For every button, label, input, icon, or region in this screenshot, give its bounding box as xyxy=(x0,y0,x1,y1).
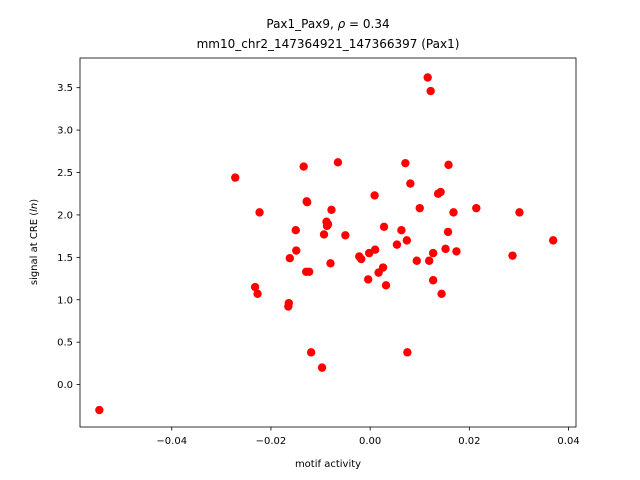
x-tick-label: −0.02 xyxy=(256,436,287,447)
data-point xyxy=(304,267,314,276)
data-point xyxy=(255,208,264,217)
plot-frame xyxy=(79,57,577,428)
data-point xyxy=(317,363,327,372)
data-point xyxy=(401,158,410,168)
data-point xyxy=(392,240,402,249)
chart-title-line1: Pax1_Pax9, ρ = 0.34 xyxy=(266,17,389,31)
y-tick-label: 0.5 xyxy=(57,338,73,349)
chart-title-prefix: Pax1_Pax9, xyxy=(266,17,337,31)
data-point xyxy=(370,245,380,254)
x-tick-label: −0.04 xyxy=(156,436,187,447)
y-tick-label: 1.0 xyxy=(57,295,73,306)
data-point xyxy=(449,208,458,217)
data-point xyxy=(423,73,432,82)
data-point xyxy=(302,198,312,207)
data-point xyxy=(306,348,316,357)
data-point xyxy=(436,187,445,197)
x-tick-label: 0.04 xyxy=(557,436,579,447)
data-point xyxy=(443,227,453,237)
data-point xyxy=(472,203,481,213)
data-point xyxy=(284,298,294,308)
x-axis-label: motif activity xyxy=(295,459,361,470)
data-point xyxy=(437,289,446,299)
data-point xyxy=(515,208,524,217)
y-axis-ticks: 0.0 0.5 1.0 1.5 2.0 2.5 3.0 3.5 xyxy=(57,83,80,391)
chart-title-rho: ρ xyxy=(338,17,346,31)
data-point xyxy=(357,254,366,264)
data-point xyxy=(548,236,558,245)
data-point xyxy=(381,281,391,290)
data-point xyxy=(323,220,333,229)
data-point xyxy=(412,256,421,265)
y-tick-label: 3.5 xyxy=(57,83,73,94)
y-tick-label: 1.5 xyxy=(57,253,73,264)
data-point xyxy=(452,247,461,256)
data-point xyxy=(291,226,300,235)
data-point xyxy=(415,203,424,213)
data-point xyxy=(299,162,308,171)
data-point xyxy=(95,405,104,415)
y-tick-label: 2.5 xyxy=(57,168,73,179)
x-tick-label: 0.00 xyxy=(359,436,381,447)
data-point xyxy=(403,348,412,357)
data-point xyxy=(327,205,336,215)
y-axis-label-prefix: signal at CRE ( xyxy=(29,212,40,285)
data-point xyxy=(428,276,438,285)
data-point xyxy=(363,275,373,284)
data-point xyxy=(424,256,434,265)
data-point xyxy=(333,158,343,167)
data-point xyxy=(285,253,295,263)
data-points xyxy=(95,73,558,415)
data-point xyxy=(378,263,388,272)
y-tick-label: 3.0 xyxy=(57,126,73,137)
data-point xyxy=(397,226,406,235)
x-tick-label: 0.02 xyxy=(458,436,480,447)
data-point xyxy=(292,246,301,255)
chart-title-line2: mm10_chr2_147364921_147366397 (Pax1) xyxy=(197,37,460,51)
data-point xyxy=(441,244,450,254)
data-point xyxy=(508,251,517,260)
y-tick-label: 2.0 xyxy=(57,210,73,221)
y-axis-label-suffix: ) xyxy=(29,199,40,203)
data-point xyxy=(326,259,335,268)
y-axis-label-italic: ln xyxy=(29,203,40,212)
data-point xyxy=(428,248,438,258)
data-point xyxy=(402,236,412,245)
data-point xyxy=(319,230,329,239)
plot-area xyxy=(80,58,576,427)
data-point xyxy=(426,86,435,96)
data-point xyxy=(406,179,415,188)
data-point xyxy=(231,173,240,182)
data-point xyxy=(379,222,389,232)
y-tick-label: 0.0 xyxy=(57,380,73,391)
data-point xyxy=(253,289,262,299)
data-point xyxy=(444,160,453,170)
chart-title-suffix: = 0.34 xyxy=(345,17,389,31)
y-axis-label: signal at CRE (ln) xyxy=(29,199,40,285)
data-point xyxy=(370,191,379,200)
data-point xyxy=(341,231,350,240)
data-point xyxy=(250,282,260,292)
x-axis-ticks: −0.04 −0.02 0.00 0.02 0.04 xyxy=(156,427,580,447)
